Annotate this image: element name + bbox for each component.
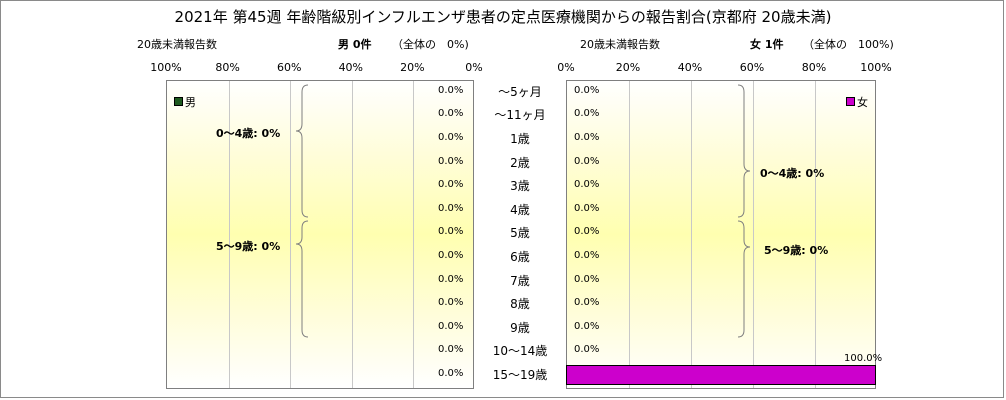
category-label: 8歳 xyxy=(510,297,530,312)
female-tick-label: 0% xyxy=(557,61,575,74)
male-tick-label: 60% xyxy=(276,61,302,74)
female-tick-label: 40% xyxy=(677,61,703,74)
female-legend-label: 女 xyxy=(857,96,868,109)
male-value-label: 0.0% xyxy=(438,297,464,309)
male-gridline xyxy=(290,81,292,388)
male-share-label: （全体の 0%) xyxy=(392,38,469,51)
female-legend: 女 xyxy=(846,94,868,110)
female-brace-5-9 xyxy=(737,220,751,338)
male-count-label: 男 0件 xyxy=(338,36,371,52)
female-value-label: 0.0% xyxy=(574,344,600,356)
female-axis-caption: 20歳未満報告数 xyxy=(580,38,660,51)
male-value-label: 0.0% xyxy=(438,250,464,261)
female-bar xyxy=(566,365,876,385)
female-value-label: 0.0% xyxy=(574,132,600,143)
female-count: 女 1件 xyxy=(750,38,784,51)
male-brace-5-9 xyxy=(295,220,309,338)
male-tick-label: 40% xyxy=(338,61,364,74)
female-value-label: 0.0% xyxy=(574,202,600,214)
female-value-label: 0.0% xyxy=(574,84,600,96)
male-plot-area: 男 xyxy=(166,80,474,389)
male-value-label: 0.0% xyxy=(438,368,464,379)
category-label: 6歳 xyxy=(510,250,530,264)
male-gridline xyxy=(228,81,230,388)
female-brace-0-4 xyxy=(737,84,751,218)
female-tick-label: 20% xyxy=(615,61,641,74)
male-legend-label: 男 xyxy=(185,96,196,109)
female-value-label: 100.0% xyxy=(844,353,883,364)
female-tick-label: 100% xyxy=(860,61,892,74)
male-value-label: 0.0% xyxy=(438,226,464,238)
female-group-label-5-9: 5～9歳: 0% xyxy=(764,244,829,257)
female-value-label: 0.0% xyxy=(574,108,600,120)
female-count-label: 女 1件 xyxy=(750,36,783,52)
male-value-label: 0.0% xyxy=(438,179,464,191)
female-gridline xyxy=(629,81,630,388)
female-gridline xyxy=(691,81,692,388)
female-group-label-0-4: 0～4歳: 0% xyxy=(760,167,825,180)
female-tick-label: 60% xyxy=(739,61,765,74)
female-legend-swatch xyxy=(846,97,855,106)
female-value-label: 0.0% xyxy=(574,273,600,285)
category-label: 7歳 xyxy=(510,273,530,288)
category-label: 2歳 xyxy=(510,155,530,170)
female-gridline xyxy=(815,81,816,388)
female-gridline xyxy=(753,81,754,388)
chart-title: 2021年 第45週 年齢階級別インフルエンザ患者の定点医療機関からの報告割合(… xyxy=(174,8,832,26)
female-plot-area: 女 xyxy=(566,80,876,389)
category-label: 4歳 xyxy=(510,202,530,217)
female-share-label: （全体の 100%) xyxy=(803,38,894,51)
female-value-label: 0.0% xyxy=(574,250,600,261)
male-tick-label: 100% xyxy=(150,61,182,74)
category-label: 5歳 xyxy=(510,226,530,241)
female-value-label: 0.0% xyxy=(574,297,600,309)
male-group-label-0-4: 0～4歳: 0% xyxy=(216,127,281,140)
male-value-label: 0.0% xyxy=(438,132,464,143)
male-value-label: 0.0% xyxy=(438,155,464,167)
category-label: ～5ヶ月 xyxy=(498,84,542,99)
male-tick-label: 80% xyxy=(215,61,240,74)
female-value-label: 0.0% xyxy=(574,226,600,238)
male-legend-swatch xyxy=(174,97,183,106)
male-brace-0-4 xyxy=(295,84,309,218)
male-gridline xyxy=(413,81,415,388)
category-label: 15～19歳 xyxy=(492,368,548,382)
male-legend: 男 xyxy=(174,94,196,110)
male-gridline xyxy=(351,81,353,388)
male-tick-label: 20% xyxy=(400,61,425,74)
male-value-label: 0.0% xyxy=(438,320,464,332)
female-value-label: 0.0% xyxy=(574,320,600,332)
category-label: ～11ヶ月 xyxy=(494,108,546,123)
male-group-label-5-9: 5～9歳: 0% xyxy=(216,240,281,253)
category-label: 10～14歳 xyxy=(492,344,548,359)
male-axis-caption: 20歳未満報告数 xyxy=(137,38,217,51)
male-value-label: 0.0% xyxy=(438,84,464,96)
male-value-label: 0.0% xyxy=(438,344,464,356)
female-value-label: 0.0% xyxy=(574,155,600,167)
female-value-label: 0.0% xyxy=(574,179,600,191)
male-value-label: 0.0% xyxy=(438,273,464,285)
category-label: 3歳 xyxy=(510,179,530,194)
category-label: 1歳 xyxy=(510,132,530,146)
category-label: 9歳 xyxy=(510,320,530,335)
male-count: 男 0件 xyxy=(338,38,372,51)
male-value-label: 0.0% xyxy=(438,202,464,214)
female-tick-label: 80% xyxy=(801,61,827,74)
male-value-label: 0.0% xyxy=(438,108,464,120)
male-tick-label: 0% xyxy=(465,61,483,74)
